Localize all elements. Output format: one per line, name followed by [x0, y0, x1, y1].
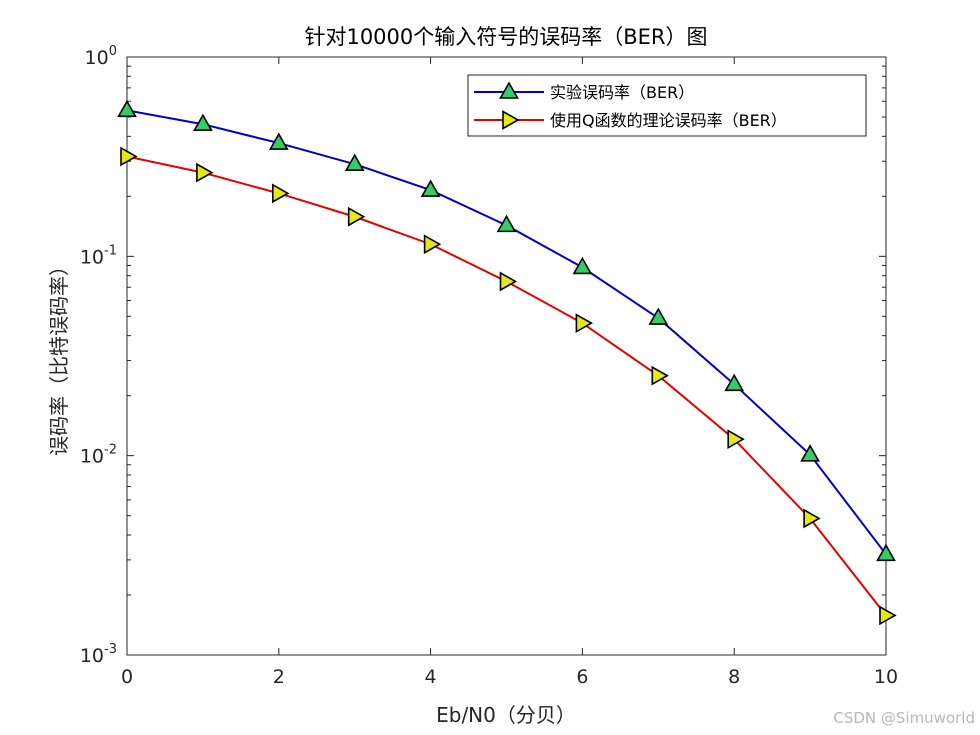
x-axis-title: Eb/N0（分贝）	[436, 703, 576, 727]
data-point-marker	[117, 99, 137, 118]
x-tick-label: 8	[728, 666, 740, 688]
data-point-marker	[648, 307, 669, 325]
data-point-marker	[420, 179, 441, 197]
x-tick-label: 0	[121, 666, 133, 688]
legend-marker-theoretical	[502, 110, 520, 130]
x-tick-label: 4	[425, 666, 437, 688]
data-point-marker	[496, 214, 517, 233]
data-point-marker	[268, 132, 289, 150]
data-point-marker	[876, 543, 896, 562]
watermark-text: CSDN @Simuworld	[833, 709, 975, 727]
y-axis-title: 误码率（比特误码率）	[47, 256, 71, 456]
legend: 实验误码率（BER） 使用Q函数的理论误码率（BER）	[467, 74, 867, 137]
x-tick-label: 10	[874, 666, 898, 688]
data-point-marker	[800, 444, 820, 462]
legend-label-theoretical: 使用Q函数的理论误码率（BER）	[550, 111, 787, 130]
data-point-marker	[271, 183, 290, 204]
y-tick-label: 10-1	[80, 243, 117, 268]
series-markers	[117, 99, 897, 626]
plot-area	[126, 56, 887, 656]
data-point-marker	[803, 508, 821, 529]
data-point-marker	[724, 373, 745, 392]
y-tick-label: 10-3	[80, 642, 117, 667]
data-point-marker	[572, 256, 593, 275]
data-point-marker	[120, 146, 138, 167]
data-point-marker	[344, 153, 365, 171]
axis-ticks: 0 2 4 6 8 10 100 10-1 10-2 10-3	[80, 44, 898, 688]
chart-title: 针对10000个输入符号的误码率（BER）图	[304, 25, 707, 49]
data-point-marker	[727, 429, 745, 450]
data-point-marker	[347, 206, 366, 227]
data-point-marker	[423, 234, 442, 255]
data-point-marker	[196, 162, 214, 183]
legend-marker-experimental	[499, 81, 519, 99]
x-tick-label: 6	[576, 666, 588, 688]
data-point-marker	[499, 271, 518, 292]
data-point-marker	[575, 313, 594, 334]
x-tick-label: 2	[273, 666, 285, 688]
data-point-marker	[193, 113, 213, 132]
y-tick-label: 100	[85, 44, 117, 69]
legend-label-experimental: 实验误码率（BER）	[550, 83, 694, 102]
data-point-marker	[651, 365, 669, 386]
data-point-marker	[879, 605, 897, 626]
y-tick-label: 10-2	[80, 443, 117, 468]
legend-box	[467, 74, 867, 137]
